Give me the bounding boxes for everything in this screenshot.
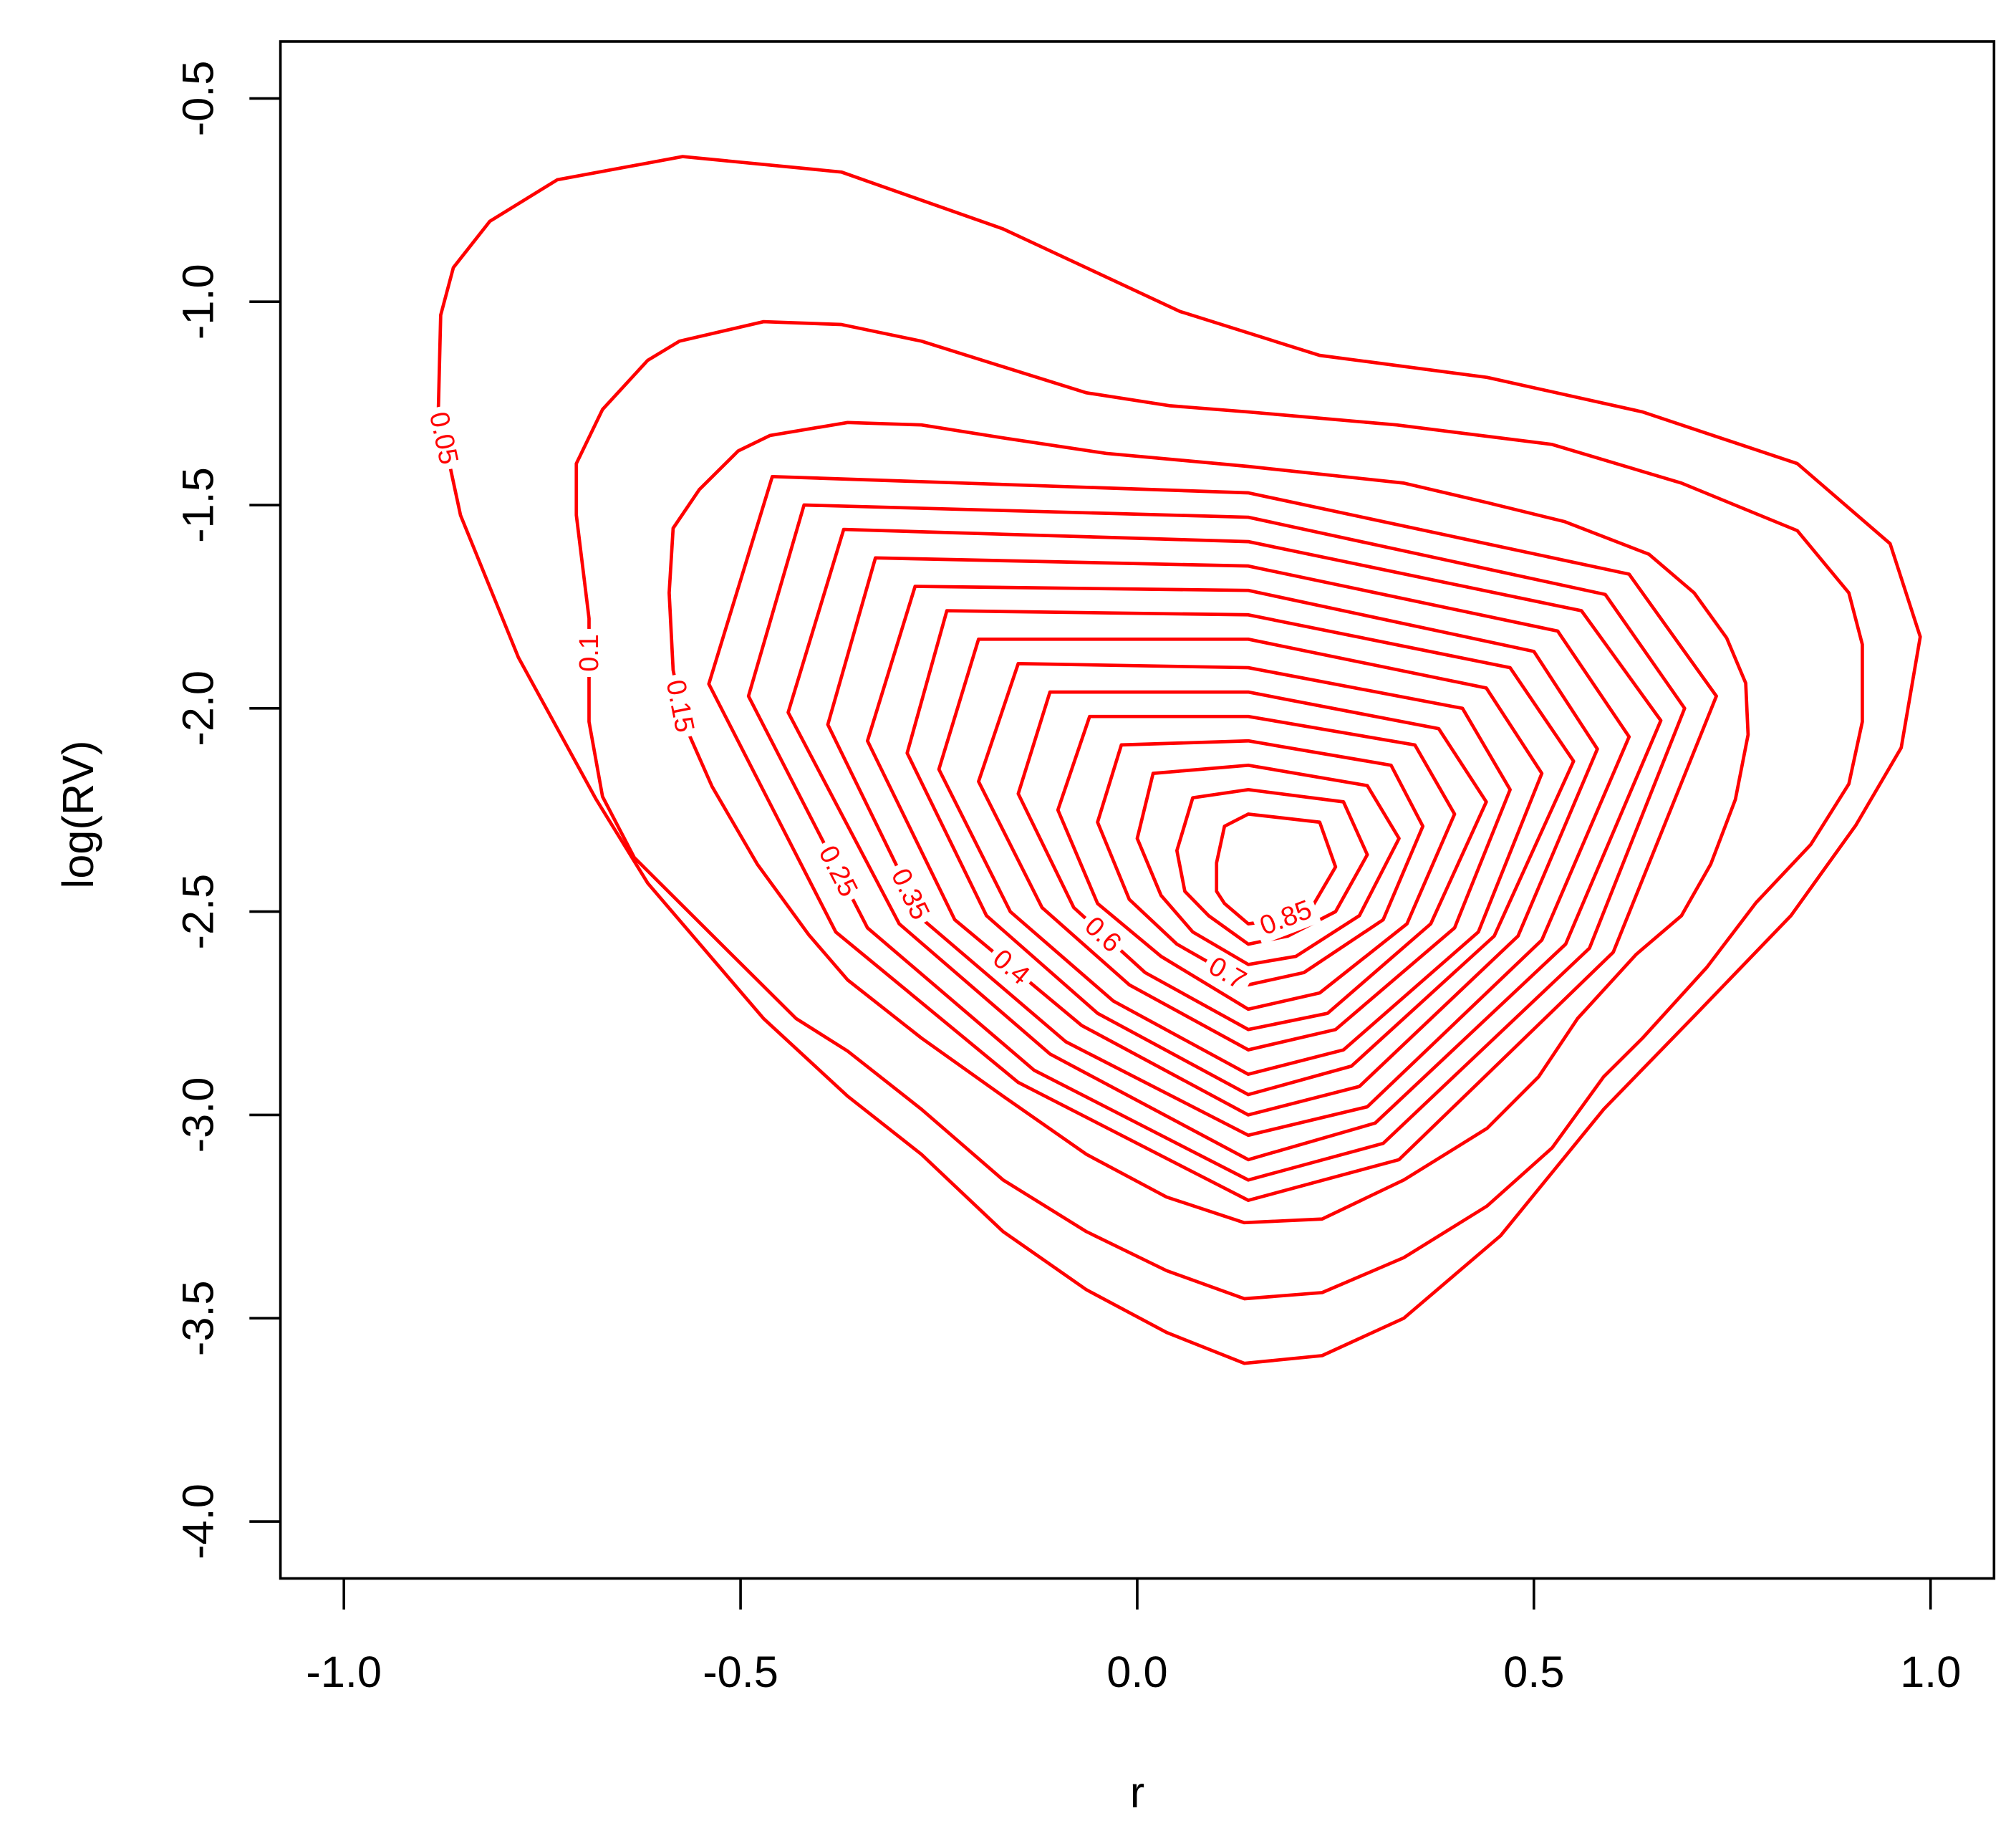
contour-line [826, 556, 1631, 1138]
contour-line [707, 474, 1718, 1202]
contour-label-background [420, 403, 466, 473]
contour-line [786, 527, 1663, 1162]
x-tick-label: 1.0 [1900, 1648, 1961, 1697]
contour-line [1096, 739, 1425, 987]
contour-label-background [881, 858, 939, 930]
contour-label-background [1198, 947, 1257, 1000]
contour-line [865, 585, 1599, 1117]
contour-label-background [809, 835, 867, 907]
contour-line [1056, 714, 1457, 1011]
contour-label: 0.1 [574, 634, 604, 672]
contour-label-background [657, 672, 703, 741]
y-tick-label: -3.0 [174, 1077, 223, 1153]
contour-line [977, 662, 1512, 1052]
contour-line [1135, 763, 1401, 966]
plot-frame [279, 40, 1996, 1580]
contour-line [905, 609, 1576, 1097]
y-tick-label: -3.5 [174, 1280, 223, 1356]
y-tick-label: -4.0 [174, 1484, 223, 1559]
y-axis-title: log(RV) [54, 741, 103, 889]
contour-line [937, 637, 1544, 1077]
contour-label-background [982, 939, 1041, 996]
y-tick-label: -2.0 [174, 670, 223, 746]
contour-label-background [1250, 891, 1321, 945]
contour-line [1175, 787, 1369, 946]
x-axis-title: r [1130, 1768, 1144, 1817]
x-tick-label: 0.5 [1503, 1648, 1564, 1697]
contour-line [1016, 690, 1488, 1032]
contour-line [436, 155, 1922, 1365]
x-tick-label: -1.0 [306, 1648, 382, 1697]
contour-label-background [573, 628, 606, 678]
y-tick-label: -1.0 [174, 264, 223, 340]
contour-label-background [1074, 906, 1132, 963]
contour-label-group: 0.1 [573, 628, 606, 678]
contour-line [574, 319, 1864, 1301]
y-tick-label: -0.5 [174, 61, 223, 137]
contour-line [667, 420, 1750, 1225]
y-tick-label: -1.5 [174, 467, 223, 543]
x-tick-label: 0.0 [1106, 1648, 1167, 1697]
x-tick-label: -0.5 [703, 1648, 778, 1697]
y-tick-label: -2.5 [174, 874, 223, 950]
